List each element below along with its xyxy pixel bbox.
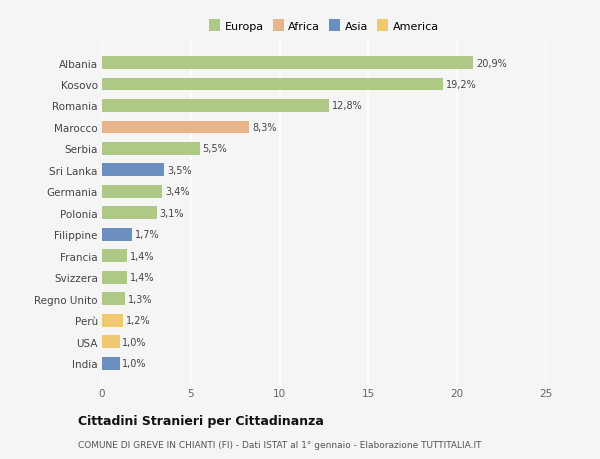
Bar [102, 293, 125, 306]
Bar [102, 314, 124, 327]
Text: 1,0%: 1,0% [122, 337, 147, 347]
Text: 12,8%: 12,8% [332, 101, 363, 111]
Bar [102, 207, 157, 220]
Bar [102, 164, 164, 177]
Bar [102, 100, 329, 113]
Bar [102, 336, 120, 348]
Text: 19,2%: 19,2% [446, 80, 476, 90]
Bar [102, 271, 127, 284]
Text: COMUNE DI GREVE IN CHIANTI (FI) - Dati ISTAT al 1° gennaio - Elaborazione TUTTIT: COMUNE DI GREVE IN CHIANTI (FI) - Dati I… [78, 441, 482, 449]
Bar [102, 185, 163, 198]
Legend: Europa, Africa, Asia, America: Europa, Africa, Asia, America [209, 22, 439, 32]
Text: Cittadini Stranieri per Cittadinanza: Cittadini Stranieri per Cittadinanza [78, 414, 324, 428]
Bar [102, 143, 200, 156]
Bar [102, 250, 127, 263]
Text: 1,3%: 1,3% [128, 294, 152, 304]
Bar [102, 121, 250, 134]
Text: 20,9%: 20,9% [476, 58, 506, 68]
Text: 8,3%: 8,3% [252, 123, 277, 133]
Text: 5,5%: 5,5% [202, 144, 227, 154]
Text: 3,4%: 3,4% [165, 187, 190, 197]
Bar [102, 78, 443, 91]
Bar [102, 229, 132, 241]
Text: 3,5%: 3,5% [167, 166, 191, 175]
Text: 1,2%: 1,2% [126, 316, 151, 325]
Text: 1,4%: 1,4% [130, 273, 154, 283]
Text: 1,7%: 1,7% [135, 230, 160, 240]
Text: 1,0%: 1,0% [122, 358, 147, 369]
Bar [102, 57, 473, 70]
Text: 1,4%: 1,4% [130, 252, 154, 261]
Text: 3,1%: 3,1% [160, 208, 184, 218]
Bar [102, 357, 120, 370]
